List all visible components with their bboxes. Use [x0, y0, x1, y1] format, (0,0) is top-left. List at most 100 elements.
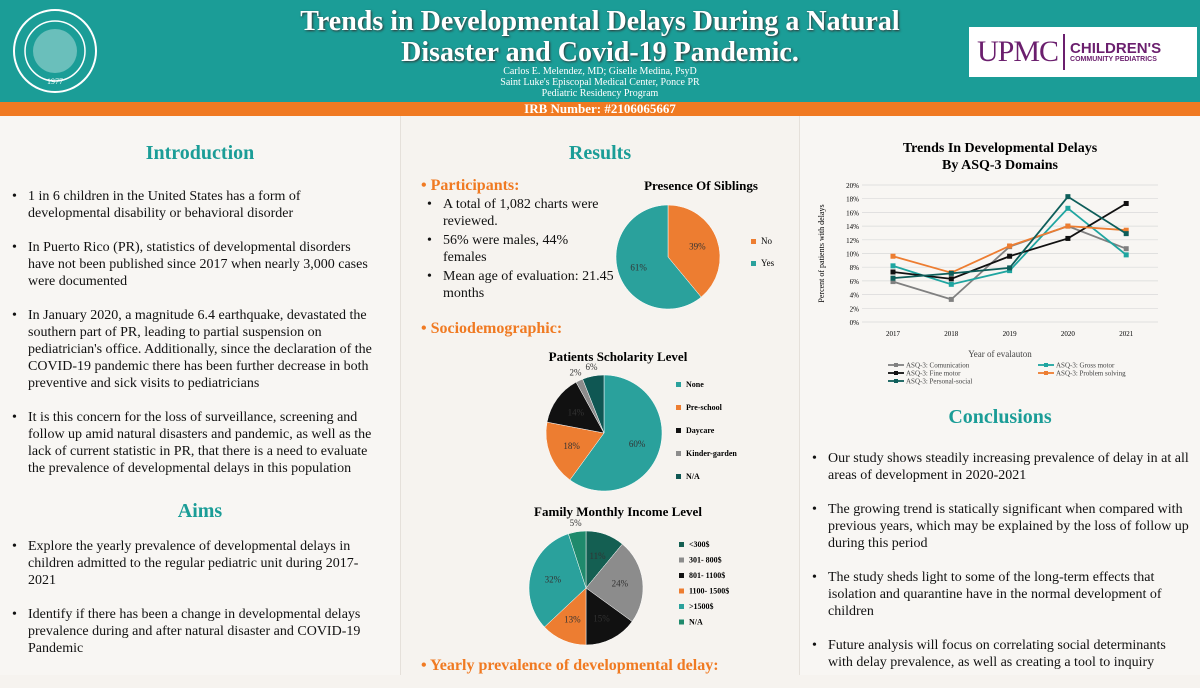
pie-data-label: 6% [585, 362, 598, 372]
legend-swatch [751, 261, 756, 266]
y-tick-label: 16% [846, 209, 859, 217]
y-tick-label: 20% [846, 182, 859, 190]
legend-label: 801- 1100$ [689, 571, 725, 580]
data-point [948, 276, 954, 282]
pie-charts: Presence Of Siblings 39% No 61% Yes Patients … [528, 178, 775, 646]
poster-title: Trends in Developmental Delays During a … [300, 6, 900, 68]
data-point [890, 253, 896, 259]
legend-label: >1500$ [689, 602, 714, 611]
list-item: Explore the yearly prevalence of develop… [10, 538, 380, 589]
legend-label: N/A [686, 472, 700, 481]
results-heading: Results [568, 142, 632, 164]
legend-label: ASQ-3: Problem solving [1056, 370, 1126, 378]
legend-swatch [679, 604, 684, 609]
data-point [1007, 268, 1013, 274]
list-item: In January 2020, a magnitude 6.4 earthqu… [10, 307, 380, 392]
list-item: It is this concern for the loss of surve… [10, 409, 380, 477]
authors: Carlos E. Melendez, MD; Giselle Medina, … [503, 66, 697, 77]
legend-label: Daycare [686, 426, 715, 435]
data-point [1123, 246, 1129, 252]
data-point [1123, 200, 1129, 206]
legend-swatch [679, 557, 684, 563]
pie-title: Presence Of Siblings [644, 178, 758, 193]
legend-label: ASQ-3: Comunication [906, 362, 970, 370]
legend-label: ASQ-3: Gross motor [1056, 362, 1115, 370]
y-tick-label: 18% [846, 196, 859, 204]
pie-data-label: 18% [563, 441, 580, 451]
pie-slice [568, 530, 587, 589]
conclusions-heading: Conclusions [948, 406, 1052, 428]
x-tick-label: 2020 [1061, 330, 1076, 338]
data-point [1123, 227, 1129, 233]
participants-label-text: Participants: [430, 177, 520, 194]
y-tick-label: 14% [846, 223, 859, 231]
legend-marker [894, 363, 898, 367]
middle-column: Results • Participants: A total of 1,082… [400, 116, 800, 675]
pie-slice [569, 374, 663, 492]
list-item: In Puerto Rico (PR), statistics of devel… [10, 239, 380, 290]
list-item: The study sheds light to some of the lon… [810, 569, 1190, 620]
pie-data-label: 13% [564, 614, 581, 624]
legend-label: 1100- 1500$ [689, 587, 729, 596]
pie-data-label: 15% [593, 613, 610, 623]
data-point [948, 296, 954, 302]
pie-data-label: 39% [689, 241, 706, 251]
intro-list: 1 in 6 children in the United States has… [10, 188, 380, 494]
x-tick-label: 2018 [944, 330, 959, 338]
data-point [890, 279, 896, 285]
pie-data-label: 60% [629, 439, 646, 449]
y-axis-label: Percent of patients with delays [817, 204, 826, 302]
pie-data-label: 24% [612, 579, 629, 589]
data-point [1007, 253, 1013, 259]
data-point [1007, 265, 1013, 271]
logo-line1: CHILDREN'S [1070, 40, 1162, 57]
university-seal-logo: 1977 [13, 9, 97, 93]
participants-list: A total of 1,082 charts were reviewed.56… [425, 196, 615, 304]
pie-data-label: 11% [589, 551, 606, 561]
pie-slice [585, 543, 644, 622]
legend-swatch [679, 542, 684, 547]
legend-marker [894, 379, 898, 383]
pie-slice [585, 587, 633, 646]
y-tick-label: 2% [850, 305, 860, 313]
data-point [1007, 243, 1013, 249]
list-item: Identify if there has been a change in d… [10, 606, 380, 657]
pie-data-label: 2% [569, 367, 582, 377]
conclusions-list: Our study shows steadily increasing prev… [810, 450, 1190, 688]
pie-data-label: 14% [568, 408, 585, 418]
list-item: Future analysis will focus on correlatin… [810, 637, 1190, 671]
upmc-childrens-logo: UPMC CHILDREN'S COMMUNITY PEDIATRICS [969, 27, 1197, 77]
y-tick-label: 4% [850, 292, 860, 300]
y-tick-label: 8% [850, 264, 860, 272]
x-tick-label: 2019 [1003, 330, 1018, 338]
pie-title: Patients Scholarity Level [549, 349, 688, 364]
list-item: 56% were males, 44% females [425, 232, 615, 266]
socio-label-text: Sociodemographic: [430, 320, 563, 337]
legend-swatch [676, 474, 681, 479]
legend-label: Yes [761, 258, 775, 268]
chart-title-line1: Trends In Developmental Delays [903, 141, 1098, 156]
right-column: Trends In Developmental Delays By ASQ-3 D… [800, 116, 1200, 675]
legend-marker [1044, 371, 1048, 375]
aims-list: Explore the yearly prevalence of develop… [10, 538, 380, 674]
institution: Saint Luke's Episcopal Medical Center, P… [500, 77, 700, 88]
legend-label: No [761, 236, 772, 246]
participants-label: • Participants: [421, 177, 520, 194]
data-point [948, 281, 954, 287]
legend-marker [1044, 363, 1048, 367]
legend-swatch [676, 382, 681, 387]
legend-swatch [679, 573, 684, 578]
list-item: Our study shows steadily increasing prev… [810, 450, 1190, 484]
data-point [1123, 252, 1129, 258]
pie-slice [545, 421, 605, 481]
data-point [1065, 205, 1071, 211]
list-item: 1 in 6 children in the United States has… [10, 188, 380, 222]
x-tick-label: 2021 [1119, 330, 1134, 338]
data-point [890, 275, 896, 281]
data-point [890, 263, 896, 269]
irb-number: IRB Number: #2106065667 [0, 102, 1200, 116]
legend-swatch [679, 588, 684, 594]
x-axis-label: Year of evalauton [968, 349, 1032, 359]
poster-header: 1977 Trends in Developmental Delays Duri… [0, 0, 1200, 102]
legend-swatch [676, 428, 681, 433]
